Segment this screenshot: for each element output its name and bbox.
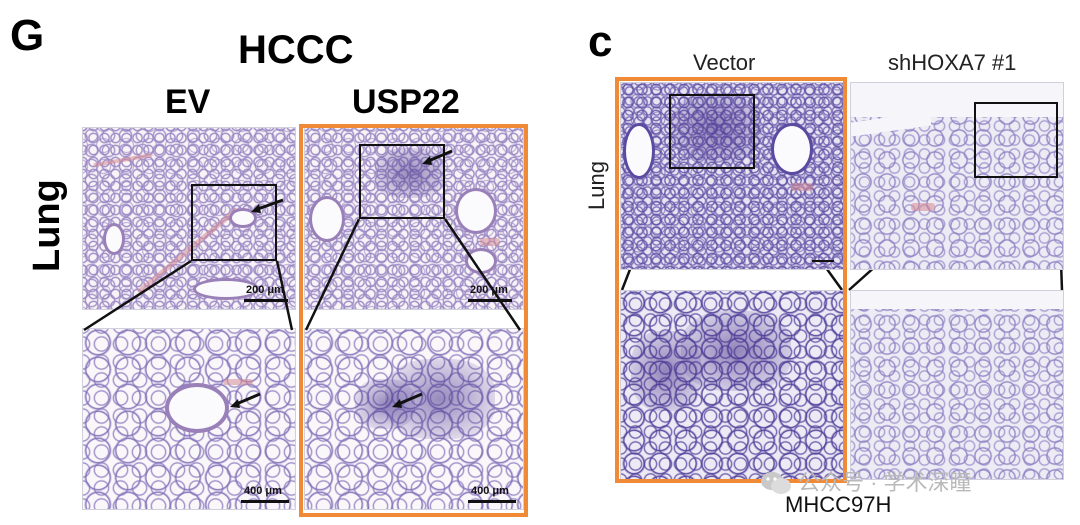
micrograph-ev-lung-zoom — [82, 328, 296, 510]
zoom-region-box-ev — [191, 184, 277, 261]
scale-bar-usp22-top — [468, 299, 512, 302]
zoom-region-box-vector — [669, 94, 755, 169]
scale-bar-vector-top — [812, 260, 834, 262]
arrow-icon — [422, 149, 453, 165]
column-label-ev: EV — [165, 83, 211, 121]
panel-letter-g: G — [10, 11, 45, 60]
arrow-icon — [392, 392, 423, 408]
arrow-icon — [230, 392, 261, 408]
scale-label-ev-bottom: 400 μm — [244, 485, 282, 497]
cell-line-label: MHCC97H — [785, 492, 892, 517]
arrow-icon — [251, 198, 284, 213]
scale-label-ev-top: 200 μm — [246, 284, 284, 296]
zoom-region-box-shhoxa7 — [974, 102, 1058, 178]
column-label-shhoxa7: shHOXA7 #1 — [888, 50, 1017, 75]
scale-bar-ev-top — [244, 299, 288, 302]
panel-g-title: HCCC — [238, 28, 354, 72]
micrograph-vector-lung-overview — [620, 82, 844, 270]
micrograph-ev-lung-overview — [82, 127, 296, 310]
column-label-vector: Vector — [693, 50, 756, 75]
scale-label-usp22-bottom: 400 μm — [471, 485, 509, 497]
column-label-usp22: USP22 — [352, 83, 460, 121]
zoom-region-box-usp22 — [359, 144, 445, 219]
panel-letter-c: c — [588, 17, 613, 66]
micrograph-vector-lung-zoom — [620, 290, 844, 480]
micrograph-shhoxa7-lung-zoom — [850, 290, 1064, 480]
watermark-text: 公众号 · 学术深瞳 — [798, 470, 972, 495]
scale-bar-usp22-bottom — [468, 500, 516, 503]
wechat-icon — [760, 470, 792, 496]
scale-bar-ev-bottom — [241, 500, 289, 503]
micrograph-usp22-lung-zoom — [304, 328, 524, 510]
highlight-frame-usp22 — [299, 124, 528, 517]
scale-label-usp22-top: 200 μm — [470, 284, 508, 296]
row-label-lung-c: Lung — [584, 161, 609, 210]
highlight-frame-vector — [615, 77, 847, 483]
